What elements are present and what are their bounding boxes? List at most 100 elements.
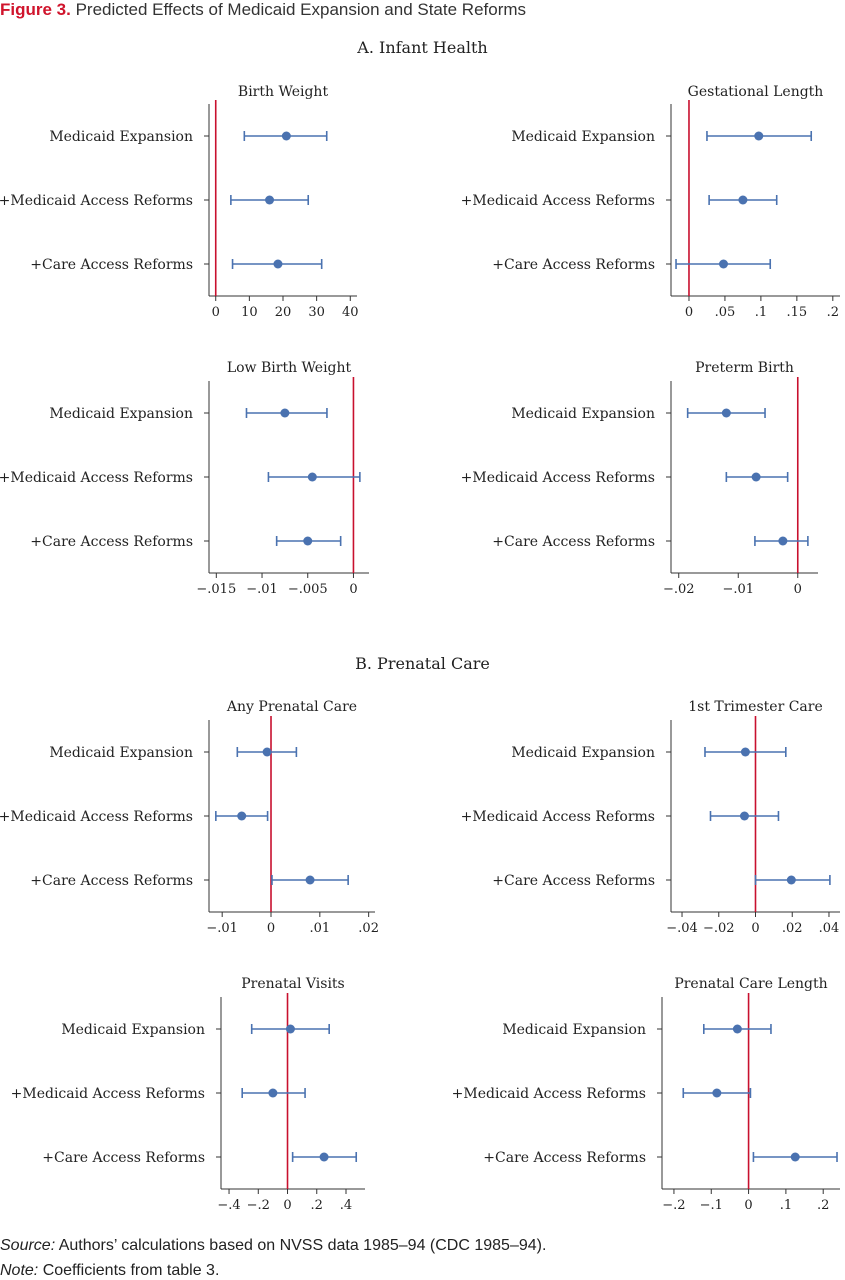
- x-tick-label: .15: [787, 305, 808, 320]
- source-label: Source:: [0, 1237, 56, 1254]
- x-tick-label: .2: [827, 305, 839, 320]
- point-estimate: [786, 875, 796, 885]
- point-estimate: [285, 1024, 295, 1034]
- coef-plot-7: Prenatal Visits Medicaid Expansion +Medica…: [11, 976, 365, 1213]
- category-label: +Medicaid Access Reforms: [11, 1086, 205, 1102]
- x-tick-label: −.015: [196, 582, 236, 597]
- coef-plot-4: Preterm Birth Medicaid Expansion +Medicaid…: [461, 360, 818, 597]
- x-tick-label: 0: [267, 921, 275, 936]
- category-label: Medicaid Expansion: [49, 129, 193, 145]
- panel-a-title: A. Infant Health: [357, 38, 488, 57]
- figure-title: Figure 3. Predicted Effects of Medicaid …: [0, 0, 526, 20]
- point-estimate: [732, 1024, 742, 1034]
- x-tick-label: 0: [751, 921, 759, 936]
- x-tick-label: −.01: [246, 582, 278, 597]
- point-estimate: [268, 1088, 278, 1098]
- category-label: +Medicaid Access Reforms: [0, 193, 193, 209]
- figure-title-text: Predicted Effects of Medicaid Expansion …: [75, 0, 527, 19]
- plot-title: Gestational Length: [688, 84, 824, 100]
- coef-plot-5: Any Prenatal Care Medicaid Expansion +Medi…: [0, 699, 379, 936]
- category-label: Medicaid Expansion: [502, 1022, 646, 1038]
- category-label: +Medicaid Access Reforms: [461, 470, 655, 486]
- category-label: +Medicaid Access Reforms: [461, 193, 655, 209]
- panel-b-title: B. Prenatal Care: [355, 654, 490, 673]
- source-text: Authors’ calculations based on NVSS data…: [58, 1237, 547, 1254]
- x-tick-label: 20: [275, 305, 292, 320]
- x-tick-label: .04: [819, 921, 840, 936]
- plot-title: Any Prenatal Care: [226, 699, 357, 715]
- plot-title: Prenatal Care Length: [674, 976, 827, 992]
- point-estimate: [262, 747, 272, 757]
- point-estimate: [754, 131, 764, 141]
- figure-label: Figure 3.: [0, 0, 71, 19]
- coef-plot-1: Birth Weight Medicaid Expansion +Medicaid …: [0, 84, 359, 320]
- category-label: +Care Access Reforms: [42, 1150, 205, 1166]
- x-tick-label: 0: [685, 305, 693, 320]
- x-tick-label: −.2: [662, 1198, 685, 1213]
- x-tick-label: 0: [744, 1198, 752, 1213]
- point-estimate: [237, 811, 247, 821]
- category-label: +Care Access Reforms: [30, 873, 193, 889]
- x-tick-label: −.04: [666, 921, 698, 936]
- x-tick-label: .01: [309, 921, 330, 936]
- x-tick-label: .1: [755, 305, 767, 320]
- coef-plot-8: Prenatal Care Length Medicaid Expansion +M…: [452, 976, 840, 1213]
- source-note: Source: Authors’ calculations based on N…: [0, 1237, 546, 1255]
- point-estimate: [790, 1152, 800, 1162]
- category-label: +Care Access Reforms: [492, 257, 655, 273]
- point-estimate: [319, 1152, 329, 1162]
- coefficient-plots: Birth Weight Medicaid Expansion +Medicaid …: [0, 84, 840, 1213]
- point-estimate: [303, 536, 313, 546]
- x-tick-label: 0: [794, 582, 802, 597]
- note-text: Coefficients from table 3.: [42, 1262, 220, 1279]
- point-estimate: [280, 408, 290, 418]
- x-tick-label: 10: [241, 305, 258, 320]
- category-label: Medicaid Expansion: [49, 745, 193, 761]
- table-note: Note: Coefficients from table 3.: [0, 1262, 219, 1280]
- x-tick-label: .2: [311, 1198, 323, 1213]
- category-label: +Medicaid Access Reforms: [452, 1086, 646, 1102]
- x-tick-label: .02: [358, 921, 379, 936]
- x-tick-label: −.4: [217, 1198, 240, 1213]
- category-label: +Care Access Reforms: [492, 534, 655, 550]
- x-tick-label: −.2: [247, 1198, 270, 1213]
- coef-plot-6: 1st Trimester Care Medicaid Expansion +Med…: [461, 699, 840, 936]
- point-estimate: [738, 195, 748, 205]
- point-estimate: [712, 1088, 722, 1098]
- x-tick-label: .1: [780, 1198, 792, 1213]
- point-estimate: [778, 536, 788, 546]
- category-label: +Medicaid Access Reforms: [0, 470, 193, 486]
- category-label: +Care Access Reforms: [483, 1150, 646, 1166]
- category-label: +Care Access Reforms: [492, 873, 655, 889]
- x-tick-label: 30: [308, 305, 325, 320]
- x-tick-label: −.005: [288, 582, 328, 597]
- plot-title: Birth Weight: [238, 84, 329, 100]
- x-tick-label: .4: [340, 1198, 352, 1213]
- point-estimate: [305, 875, 315, 885]
- plot-title: Low Birth Weight: [227, 360, 352, 376]
- x-tick-label: −.02: [663, 582, 695, 597]
- x-tick-label: .05: [715, 305, 736, 320]
- x-tick-label: 0: [283, 1198, 291, 1213]
- x-tick-label: −.1: [700, 1198, 723, 1213]
- x-tick-label: −.01: [722, 582, 754, 597]
- coef-plot-2: Gestational Length Medicaid Expansion +Med…: [461, 84, 840, 320]
- coef-plot-3: Low Birth Weight Medicaid Expansion +Medic…: [0, 360, 369, 597]
- x-tick-label: −.01: [206, 921, 238, 936]
- point-estimate: [721, 408, 731, 418]
- point-estimate: [307, 472, 317, 482]
- category-label: +Care Access Reforms: [30, 534, 193, 550]
- category-label: Medicaid Expansion: [61, 1022, 205, 1038]
- point-estimate: [751, 472, 761, 482]
- plot-title: 1st Trimester Care: [688, 699, 823, 715]
- category-label: +Care Access Reforms: [30, 257, 193, 273]
- category-label: +Medicaid Access Reforms: [0, 809, 193, 825]
- x-tick-label: 0: [349, 582, 357, 597]
- point-estimate: [718, 259, 728, 269]
- point-estimate: [281, 131, 291, 141]
- note-label: Note:: [0, 1262, 39, 1279]
- category-label: Medicaid Expansion: [511, 129, 655, 145]
- category-label: Medicaid Expansion: [511, 406, 655, 422]
- x-tick-label: −.02: [703, 921, 735, 936]
- plot-title: Prenatal Visits: [241, 976, 344, 992]
